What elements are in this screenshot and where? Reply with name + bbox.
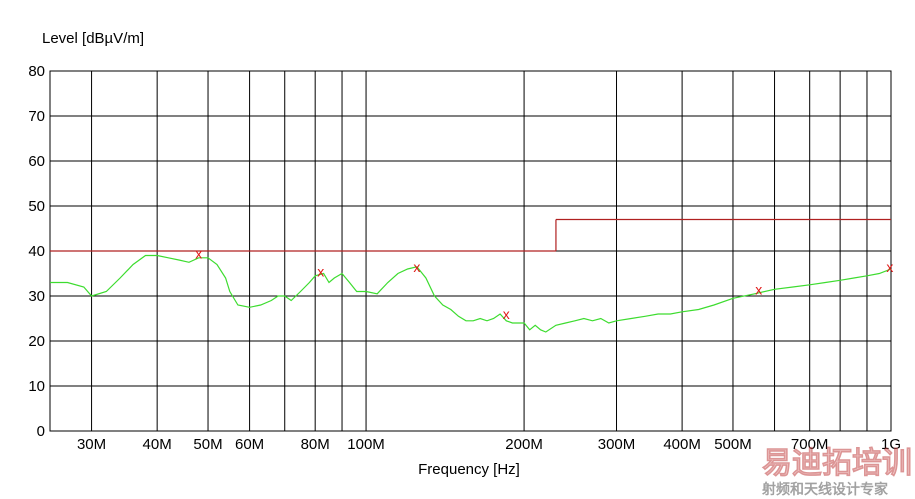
peak-marker: x [503,306,510,322]
y-tick-label: 30 [28,288,45,305]
y-tick-label: 0 [37,423,45,440]
watermark-sub: 射频和天线设计专家 [761,481,889,498]
y-axis-title: Level [dBµV/m] [42,30,144,47]
x-tick-label: 500M [714,436,752,453]
y-tick-label: 50 [28,198,45,215]
x-tick-label: 40M [143,436,172,453]
y-tick-labels: 0 10 20 30 40 50 60 70 80 [28,63,45,440]
watermark: 易迪拓培训 射频和天线设计专家 [761,446,912,498]
y-tick-label: 70 [28,108,45,125]
peak-marker: x [413,259,420,275]
x-tick-label: 700M [791,436,829,453]
peak-marker: x [317,263,324,279]
peak-marker: x [886,259,893,275]
y-tick-label: 20 [28,333,45,350]
x-tick-label: 100M [347,436,385,453]
peak-marker: x [755,281,762,297]
y-tick-label: 80 [28,63,45,80]
x-tick-label: 50M [193,436,222,453]
limit-line [50,218,891,252]
x-tick-label: 300M [598,436,636,453]
y-tick-label: 60 [28,153,45,170]
x-tick-label: 30M [77,436,106,453]
x-tick-label: 60M [235,436,264,453]
y-tick-label: 40 [28,243,45,260]
x-tick-label: 200M [505,436,543,453]
watermark-main: 易迪拓培训 [762,446,912,481]
peak-markers: x x x x x x [195,245,893,322]
measurement-trace [50,254,892,333]
measurement-line [50,254,892,333]
x-axis-title: Frequency [Hz] [418,461,520,478]
x-tick-label: 400M [663,436,701,453]
x-tick-label: 1G [881,436,901,453]
peak-marker: x [195,245,202,261]
x-tick-label: 80M [301,436,330,453]
y-tick-label: 10 [28,378,45,395]
x-tick-labels: 30M 40M 50M 60M 80M 100M 200M 300M 400M 500M 700M 1… [77,436,901,453]
